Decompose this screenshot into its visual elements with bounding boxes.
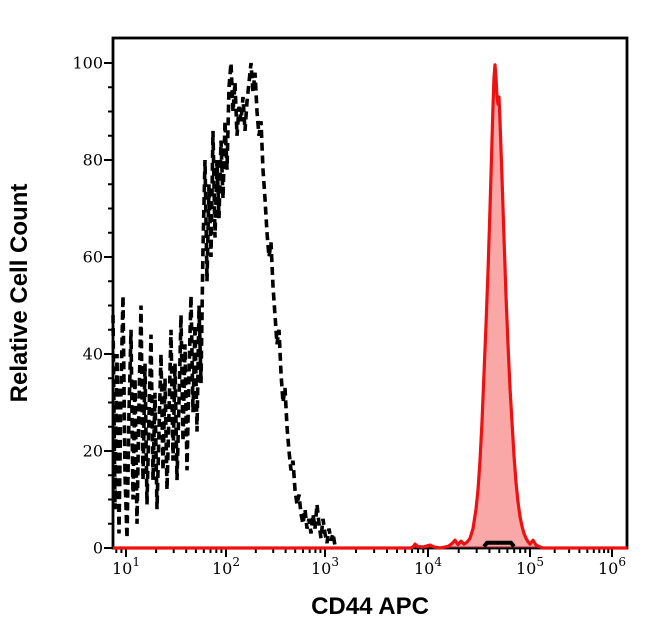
tick-labels: 101 102 103 104 105 106 0 20 40 60 80 100 [72,54,626,579]
stained-sample-curve [113,63,627,550]
y-tick-label: 40 [83,345,103,364]
x-tick-label: 103 [311,555,339,578]
x-tick-label: 101 [112,555,140,578]
y-tick-label: 60 [83,248,103,267]
y-tick-label: 80 [83,151,103,170]
isotype-control-dashed-curve [482,540,516,548]
x-tick-label: 104 [414,555,442,578]
y-tick-label: 100 [72,54,103,73]
x-tick-label: 106 [598,555,626,578]
y-tick-label: 0 [93,539,103,558]
isotype-control-dashed-curve [111,62,339,550]
x-tick-label: 105 [516,555,544,578]
y-tick-label: 20 [83,442,103,461]
y-axis-title: Relative Cell Count [6,184,33,403]
axis-ticks [104,62,613,557]
plot-frame [111,36,629,550]
x-axis-title: CD44 APC [311,593,429,620]
series-curves [111,62,627,550]
x-tick-label: 102 [212,555,240,578]
